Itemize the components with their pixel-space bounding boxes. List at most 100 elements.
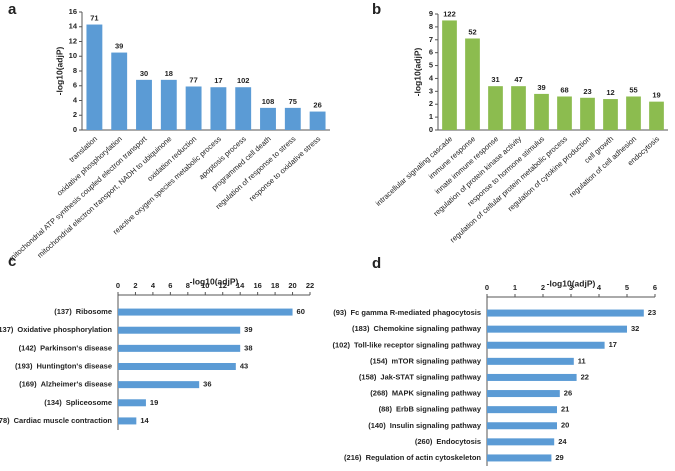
gene-count: (193) [15,361,33,370]
category-name: ErbB signaling pathway [396,405,482,414]
count-label: 21 [561,405,569,414]
category-label: (268) MAPK signaling pathway [370,389,482,398]
x-tick-label: 4 [151,281,156,290]
category-name: Insulin signaling pathway [390,421,482,430]
category-label: (140) Insulin signaling pathway [368,421,482,430]
category-label: (154) mTOR signaling pathway [370,356,482,365]
y-tick-label: 7 [429,35,433,44]
gene-count: (158) [359,372,377,381]
category-label: (216) Regulation of actin cytoskeleton [344,453,481,462]
y-tick-label: 12 [69,36,77,45]
count-label: 22 [581,372,589,381]
gene-count: (178) [0,416,10,425]
x-tick-label: 6 [653,283,657,292]
category-label: (193) Huntington's disease [15,361,112,370]
y-tick-label: 2 [73,110,77,119]
y-tick-label: 8 [73,66,77,75]
category-name: Toll-like receptor signaling pathway [354,340,482,349]
x-tick-label: 20 [288,281,296,290]
x-tick-label: 22 [306,281,314,290]
count-label: 36 [203,380,211,389]
y-tick-label: 5 [429,61,433,70]
y-tick-label: 3 [429,86,433,95]
count-label: 122 [443,9,456,18]
bar [136,79,152,130]
count-label: 19 [652,91,660,100]
gene-count: (88) [379,405,393,414]
category-label: (158) Jak-STAT signaling pathway [359,372,482,381]
y-axis-label: -log10(adjP) [54,47,64,96]
bar [580,97,595,130]
bar [487,406,557,414]
bar [160,79,177,130]
count-label: 30 [140,69,148,78]
x-tick-label: 5 [625,283,629,292]
x-tick-label: 14 [236,281,245,290]
bar [118,363,236,370]
count-label: 60 [297,307,305,316]
gene-count: (134) [44,398,62,407]
category-name: MAPK signaling pathway [392,389,482,398]
bar [118,399,146,407]
y-tick-label: 4 [429,73,434,82]
count-label: 68 [560,85,568,94]
panel-label: a [8,1,17,18]
count-label: 17 [609,340,617,349]
category-label: (183) Chemokine signaling pathway [352,324,482,333]
gene-count: (260) [415,437,433,446]
y-tick-label: 8 [429,22,433,31]
bar [603,99,618,130]
count-label: 38 [244,343,252,352]
x-tick-label: 8 [186,281,190,290]
category-name: Jak-STAT signaling pathway [380,372,481,381]
bar [487,373,577,381]
category-name: Chemokine signaling pathway [373,324,481,333]
gene-count: (137) [0,325,14,334]
category-label: (93) Fc gamma R-mediated phagocytosis [333,308,481,317]
category-name: Oxidative phosphorylation [17,325,112,334]
bar [487,422,557,430]
x-tick-label: 2 [541,283,545,292]
count-label: 39 [244,325,252,334]
bar [442,20,457,131]
count-label: 14 [140,416,149,425]
bar [487,309,644,317]
count-label: 39 [537,83,545,92]
category-label: (134) Spliceosome [44,398,112,407]
count-label: 11 [578,356,586,365]
count-label: 23 [583,87,591,96]
bar [487,325,627,333]
category-name: Endocytosis [436,437,481,446]
x-tick-label: 16 [253,281,261,290]
count-label: 39 [115,42,123,51]
bar [86,24,103,131]
x-tick-label: 3 [569,283,573,292]
y-tick-label: 4 [73,95,78,104]
x-tick-label: 4 [597,283,602,292]
category-label: (137) Ribosome [54,307,112,316]
x-tick-label: 18 [271,281,279,290]
bar [487,390,560,398]
count-label: 18 [165,69,173,78]
bar [210,87,227,130]
y-tick-label: 1 [429,112,433,121]
gene-count: (102) [333,340,351,349]
x-tick-label: 0 [485,283,489,292]
bar [260,107,276,130]
bar [626,96,641,130]
x-tick-label: 1 [513,283,517,292]
gene-count: (142) [19,343,37,352]
category-name: Huntington's disease [36,361,112,370]
category-label: (137)Oxidative phosphorylation [0,325,112,334]
bar [487,454,552,462]
panel-label: d [372,255,381,272]
bar [118,308,293,316]
category-name: Cardiac muscle contraction [14,416,113,425]
count-label: 52 [468,27,476,36]
category-label: (178) Cardiac muscle contraction [0,416,112,425]
y-tick-label: 6 [73,81,77,90]
category-name: Parkinson's disease [40,343,112,352]
bar [118,344,241,352]
bar [465,38,480,130]
